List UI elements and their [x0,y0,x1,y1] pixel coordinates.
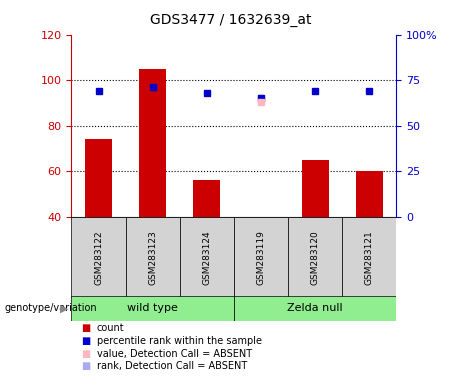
Text: wild type: wild type [127,303,178,313]
Text: percentile rank within the sample: percentile rank within the sample [97,336,262,346]
Text: GSM283121: GSM283121 [365,230,374,285]
Bar [193,180,220,217]
Text: GSM283123: GSM283123 [148,230,157,285]
Text: count: count [97,323,124,333]
Bar [234,217,288,298]
Bar [234,296,396,321]
Text: ■: ■ [81,323,90,333]
Bar [342,217,396,298]
Text: genotype/variation: genotype/variation [5,303,97,313]
Bar [288,217,342,298]
Text: GDS3477 / 1632639_at: GDS3477 / 1632639_at [150,13,311,27]
Bar [139,69,166,217]
Bar [71,296,234,321]
Bar [85,139,112,217]
Text: ▶: ▶ [60,303,68,313]
Text: ■: ■ [81,336,90,346]
Text: rank, Detection Call = ABSENT: rank, Detection Call = ABSENT [97,361,247,371]
Text: ■: ■ [81,349,90,359]
Text: ■: ■ [81,361,90,371]
Text: GSM283122: GSM283122 [94,230,103,285]
Text: value, Detection Call = ABSENT: value, Detection Call = ABSENT [97,349,252,359]
Bar [301,160,329,217]
Text: GSM283119: GSM283119 [256,230,266,285]
Bar [71,217,125,298]
Bar [356,171,383,217]
Text: Zelda null: Zelda null [287,303,343,313]
Bar [180,217,234,298]
Text: GSM283120: GSM283120 [311,230,320,285]
Text: GSM283124: GSM283124 [202,230,212,285]
Bar [125,217,180,298]
